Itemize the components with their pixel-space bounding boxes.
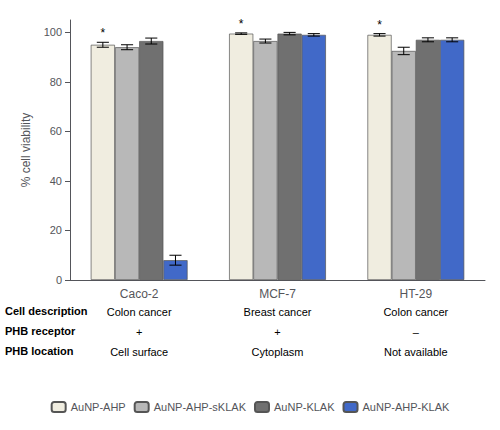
svg-text:Colon cancer: Colon cancer	[383, 306, 448, 318]
svg-text:PHB receptor: PHB receptor	[5, 325, 76, 337]
svg-text:% cell viability: % cell viability	[19, 113, 33, 188]
svg-text:Cell description: Cell description	[5, 305, 88, 317]
svg-text:+: +	[274, 326, 280, 338]
svg-text:Cytoplasm: Cytoplasm	[252, 346, 304, 358]
svg-text:PHB location: PHB location	[5, 345, 74, 357]
svg-text:80: 80	[50, 76, 62, 88]
svg-text:*: *	[101, 26, 106, 40]
svg-text:0: 0	[56, 274, 62, 286]
svg-text:–: –	[413, 326, 420, 338]
svg-text:HT-29: HT-29	[399, 287, 432, 301]
svg-text:60: 60	[50, 125, 62, 137]
svg-text:Colon cancer: Colon cancer	[107, 306, 172, 318]
svg-text:MCF-7: MCF-7	[259, 287, 296, 301]
svg-text:AuNP-AHP-sKLAK: AuNP-AHP-sKLAK	[154, 401, 247, 413]
svg-text:AuNP-KLAK: AuNP-KLAK	[274, 401, 335, 413]
svg-text:AuNP-AHP: AuNP-AHP	[71, 401, 126, 413]
svg-text:100: 100	[44, 26, 62, 38]
svg-text:Caco-2: Caco-2	[120, 287, 159, 301]
svg-text:*: *	[239, 17, 244, 31]
svg-text:40: 40	[50, 175, 62, 187]
svg-text:Not available: Not available	[384, 346, 448, 358]
svg-text:Cell surface: Cell surface	[110, 346, 168, 358]
svg-text:AuNP-AHP-KLAK: AuNP-AHP-KLAK	[363, 401, 450, 413]
svg-text:+: +	[136, 326, 142, 338]
svg-text:Breast cancer: Breast cancer	[244, 306, 312, 318]
svg-text:20: 20	[50, 224, 62, 236]
svg-text:*: *	[377, 18, 382, 32]
